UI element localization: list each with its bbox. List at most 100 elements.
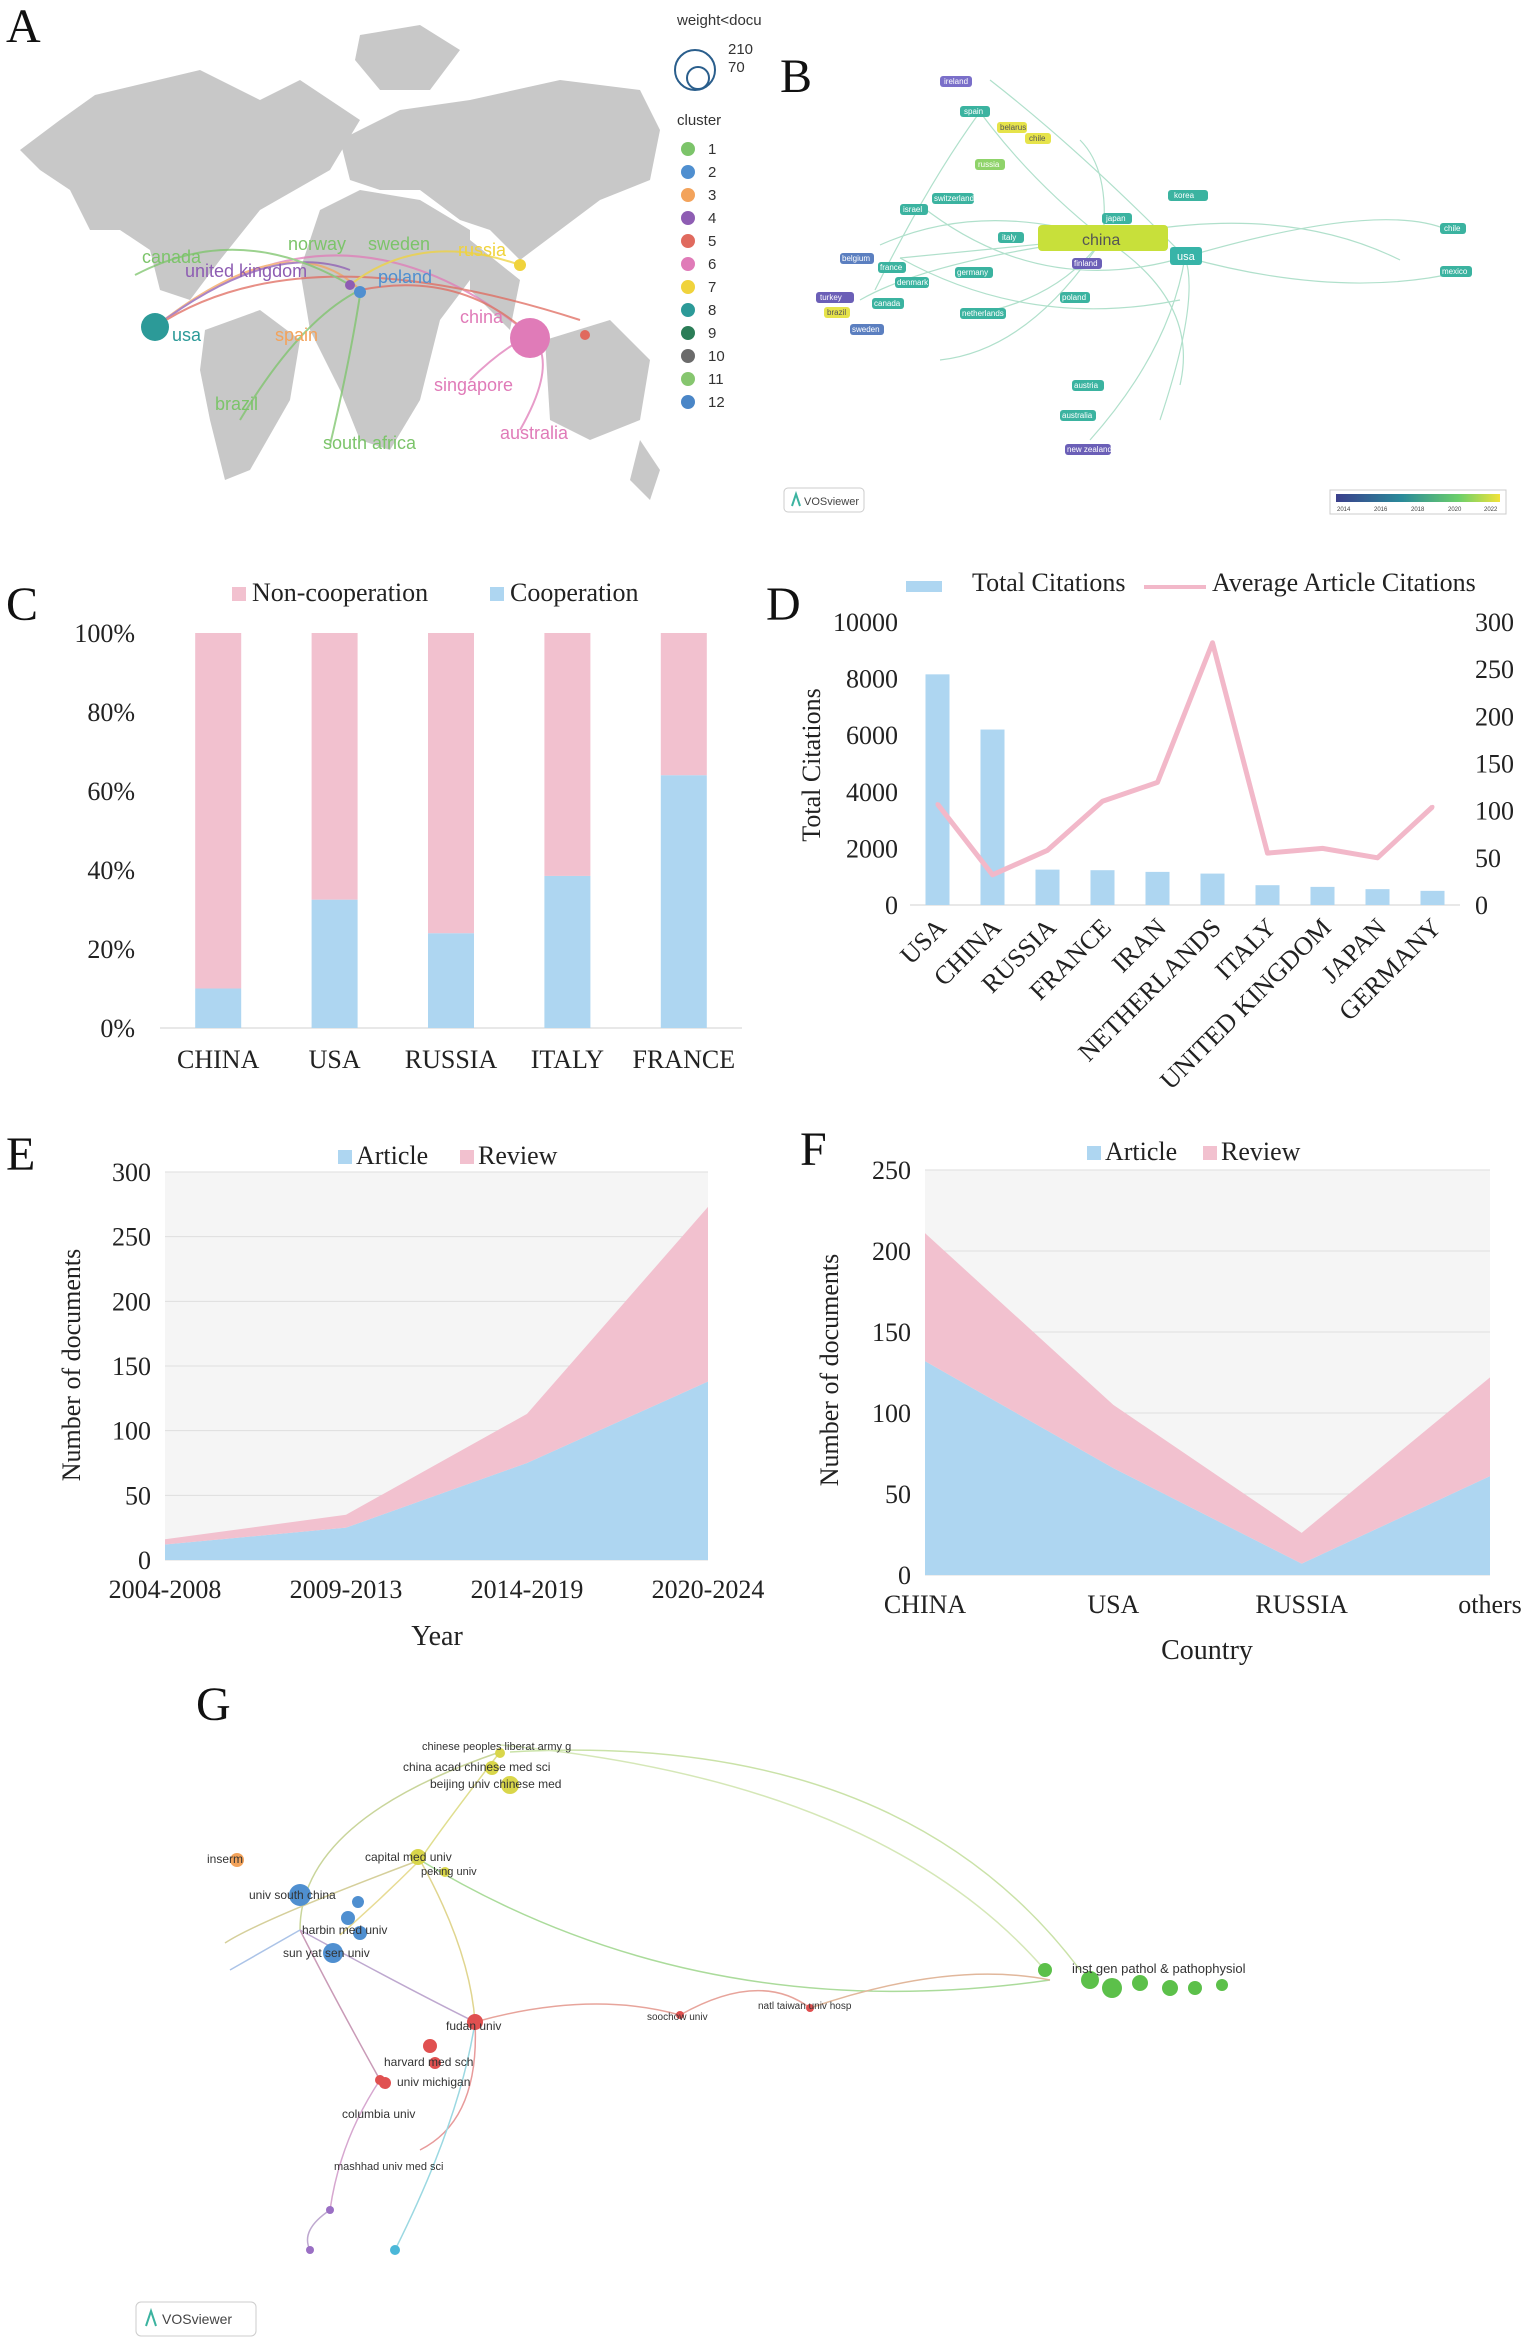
g-node-green-1[interactable] <box>1038 1963 1052 1977</box>
c-bar-non-cooperation-france <box>660 633 707 776</box>
chart-d-legend: Total Citations Average Article Citation… <box>906 568 1476 597</box>
c-bar-cooperation-italy <box>544 875 591 1028</box>
g-node-purple-1[interactable] <box>326 2206 334 2214</box>
b-node-poland[interactable] <box>1060 292 1090 303</box>
cluster-swatch-2 <box>681 165 695 179</box>
panel-label-a: A <box>6 0 41 53</box>
b-node-china[interactable] <box>1038 225 1168 251</box>
b-node-chile-yellow[interactable] <box>1025 133 1051 144</box>
g-node-soochow-univ[interactable] <box>676 2011 684 2019</box>
map-node-russia[interactable] <box>514 259 526 271</box>
map-a-svg: A <box>6 0 762 500</box>
chart-c-legend: Non-cooperation Cooperation <box>232 578 639 607</box>
b-node-spain[interactable] <box>960 106 990 117</box>
b-node-belgium[interactable] <box>840 253 874 264</box>
g-node-mashhad-univ-med-sci[interactable] <box>390 2245 400 2255</box>
b-node-switzerland[interactable] <box>932 193 974 204</box>
network-b-nodes: ireland spain belarus chile russia switz… <box>816 76 1472 455</box>
g-node-green-3[interactable] <box>1132 1975 1148 1991</box>
b-node-denmark[interactable] <box>895 277 929 288</box>
country-label-singapore: singapore <box>434 375 513 395</box>
b-node-usa[interactable] <box>1170 247 1202 265</box>
b-node-chile-yellow-label: chile <box>1029 134 1046 143</box>
g-node-china-acad-chinese-med-sci[interactable] <box>485 1761 499 1775</box>
g-node-purple-2[interactable] <box>306 2246 314 2254</box>
b-node-australia[interactable] <box>1060 410 1096 421</box>
map-node-uk[interactable] <box>345 280 355 290</box>
g-node-green-2[interactable] <box>1081 1971 1099 1989</box>
g-node-green-5[interactable] <box>1188 1981 1202 1995</box>
b-node-sweden[interactable] <box>850 324 884 335</box>
map-node-usa[interactable] <box>141 313 169 341</box>
b-node-korea[interactable] <box>1168 190 1208 201</box>
b-node-turkey[interactable] <box>816 292 854 303</box>
g-node-harbin-med-univ[interactable] <box>341 1911 355 1925</box>
country-label-sweden: sweden <box>368 234 430 254</box>
d-line-point-italy <box>1265 851 1270 856</box>
legend-label-review-f: Review <box>1221 1137 1301 1166</box>
cluster-label-2: 2 <box>708 164 716 181</box>
b-node-brazil[interactable] <box>824 307 850 318</box>
b-node-netherlands[interactable] <box>960 308 1006 319</box>
d-bar-united-kingdom <box>1310 886 1335 905</box>
g-node-univ-michigan[interactable] <box>429 2057 441 2069</box>
g-node-univ-south-china[interactable] <box>289 1884 311 1906</box>
cluster-label-8: 8 <box>708 302 716 319</box>
panel-label-d: D <box>766 578 801 631</box>
b-node-mexico[interactable] <box>1440 266 1472 277</box>
b-node-italy[interactable] <box>998 232 1024 243</box>
g-label-univ-south-china: univ south china <box>249 1888 336 1902</box>
panel-c: C Non-cooperation Cooperation 0% 20% 40% 60… <box>0 560 760 1080</box>
map-node-china[interactable] <box>510 318 550 358</box>
b-node-israel[interactable] <box>900 204 928 215</box>
g-node-peking-univ[interactable] <box>440 1867 450 1877</box>
g-node-columbia-univ[interactable] <box>379 2077 391 2089</box>
c-xtick-label: USA <box>309 1045 361 1074</box>
g-node-inserm[interactable] <box>230 1853 244 1867</box>
g-node-natl-taiwan-univ-hosp[interactable] <box>806 2004 814 2012</box>
cluster-label-4: 4 <box>708 210 716 227</box>
b-node-spain-label: spain <box>964 107 983 116</box>
legend-label-article-f: Article <box>1105 1137 1177 1166</box>
g-node-blue-small-1[interactable] <box>352 1896 364 1908</box>
legend-label-cooperation: Cooperation <box>510 578 639 607</box>
country-label-spain: spain <box>275 325 318 345</box>
b-node-russia[interactable] <box>975 159 1005 170</box>
country-label-australia: australia <box>500 423 569 443</box>
g-node-fudan-univ[interactable] <box>467 2014 483 2030</box>
b-node-ireland[interactable] <box>940 76 972 87</box>
b-node-new-zealand[interactable] <box>1065 444 1111 455</box>
cluster-label-12: 12 <box>708 394 725 411</box>
legend-label-average-citations: Average Article Citations <box>1212 568 1476 597</box>
b-node-austria[interactable] <box>1072 380 1104 391</box>
b-node-france[interactable] <box>878 262 906 273</box>
g-node-sun-yat-sen-univ[interactable] <box>323 1943 343 1963</box>
chart-f-legend: Article Review <box>1087 1137 1301 1166</box>
g-node-chinese-peoples-liberat-army[interactable] <box>495 1748 505 1758</box>
d-ytick-label: 6000 <box>846 721 898 750</box>
b-node-germany[interactable] <box>955 267 993 278</box>
g-node-green-6[interactable] <box>1216 1979 1228 1991</box>
d-ytick-label: 2000 <box>846 834 898 863</box>
b-node-canada[interactable] <box>872 298 904 309</box>
cluster-label-7: 7 <box>708 279 716 296</box>
b-node-japan[interactable] <box>1102 213 1132 224</box>
ytick-label: 250 <box>872 1156 911 1185</box>
b-node-belarus[interactable] <box>997 122 1027 133</box>
map-node-poland[interactable] <box>354 286 366 298</box>
b-node-chile[interactable] <box>1440 223 1466 234</box>
g-node-beijing-univ-chinese-med[interactable] <box>501 1776 519 1794</box>
chart-f-plot: 0 50 100 150 200 250 CHINA USA RUSSIA others <box>872 1156 1522 1619</box>
g-label-natl-taiwan-univ-hosp: natl taiwan univ hosp <box>758 2001 852 2012</box>
panel-a: A <box>0 0 780 540</box>
b-node-finland[interactable] <box>1072 258 1102 269</box>
g-node-inst-gen-pathol[interactable] <box>1102 1978 1122 1998</box>
map-node-japan[interactable] <box>580 330 590 340</box>
ytick-label: 200 <box>112 1287 151 1316</box>
g-node-green-4[interactable] <box>1162 1980 1178 1996</box>
g-node-harvard-med-sch[interactable] <box>423 2039 437 2053</box>
g-node-capital-med-univ[interactable] <box>410 1849 426 1865</box>
g-node-blue-small-2[interactable] <box>353 1926 367 1940</box>
ytick-label: 0 <box>898 1561 911 1590</box>
g-label-inserm: inserm <box>207 1852 243 1866</box>
